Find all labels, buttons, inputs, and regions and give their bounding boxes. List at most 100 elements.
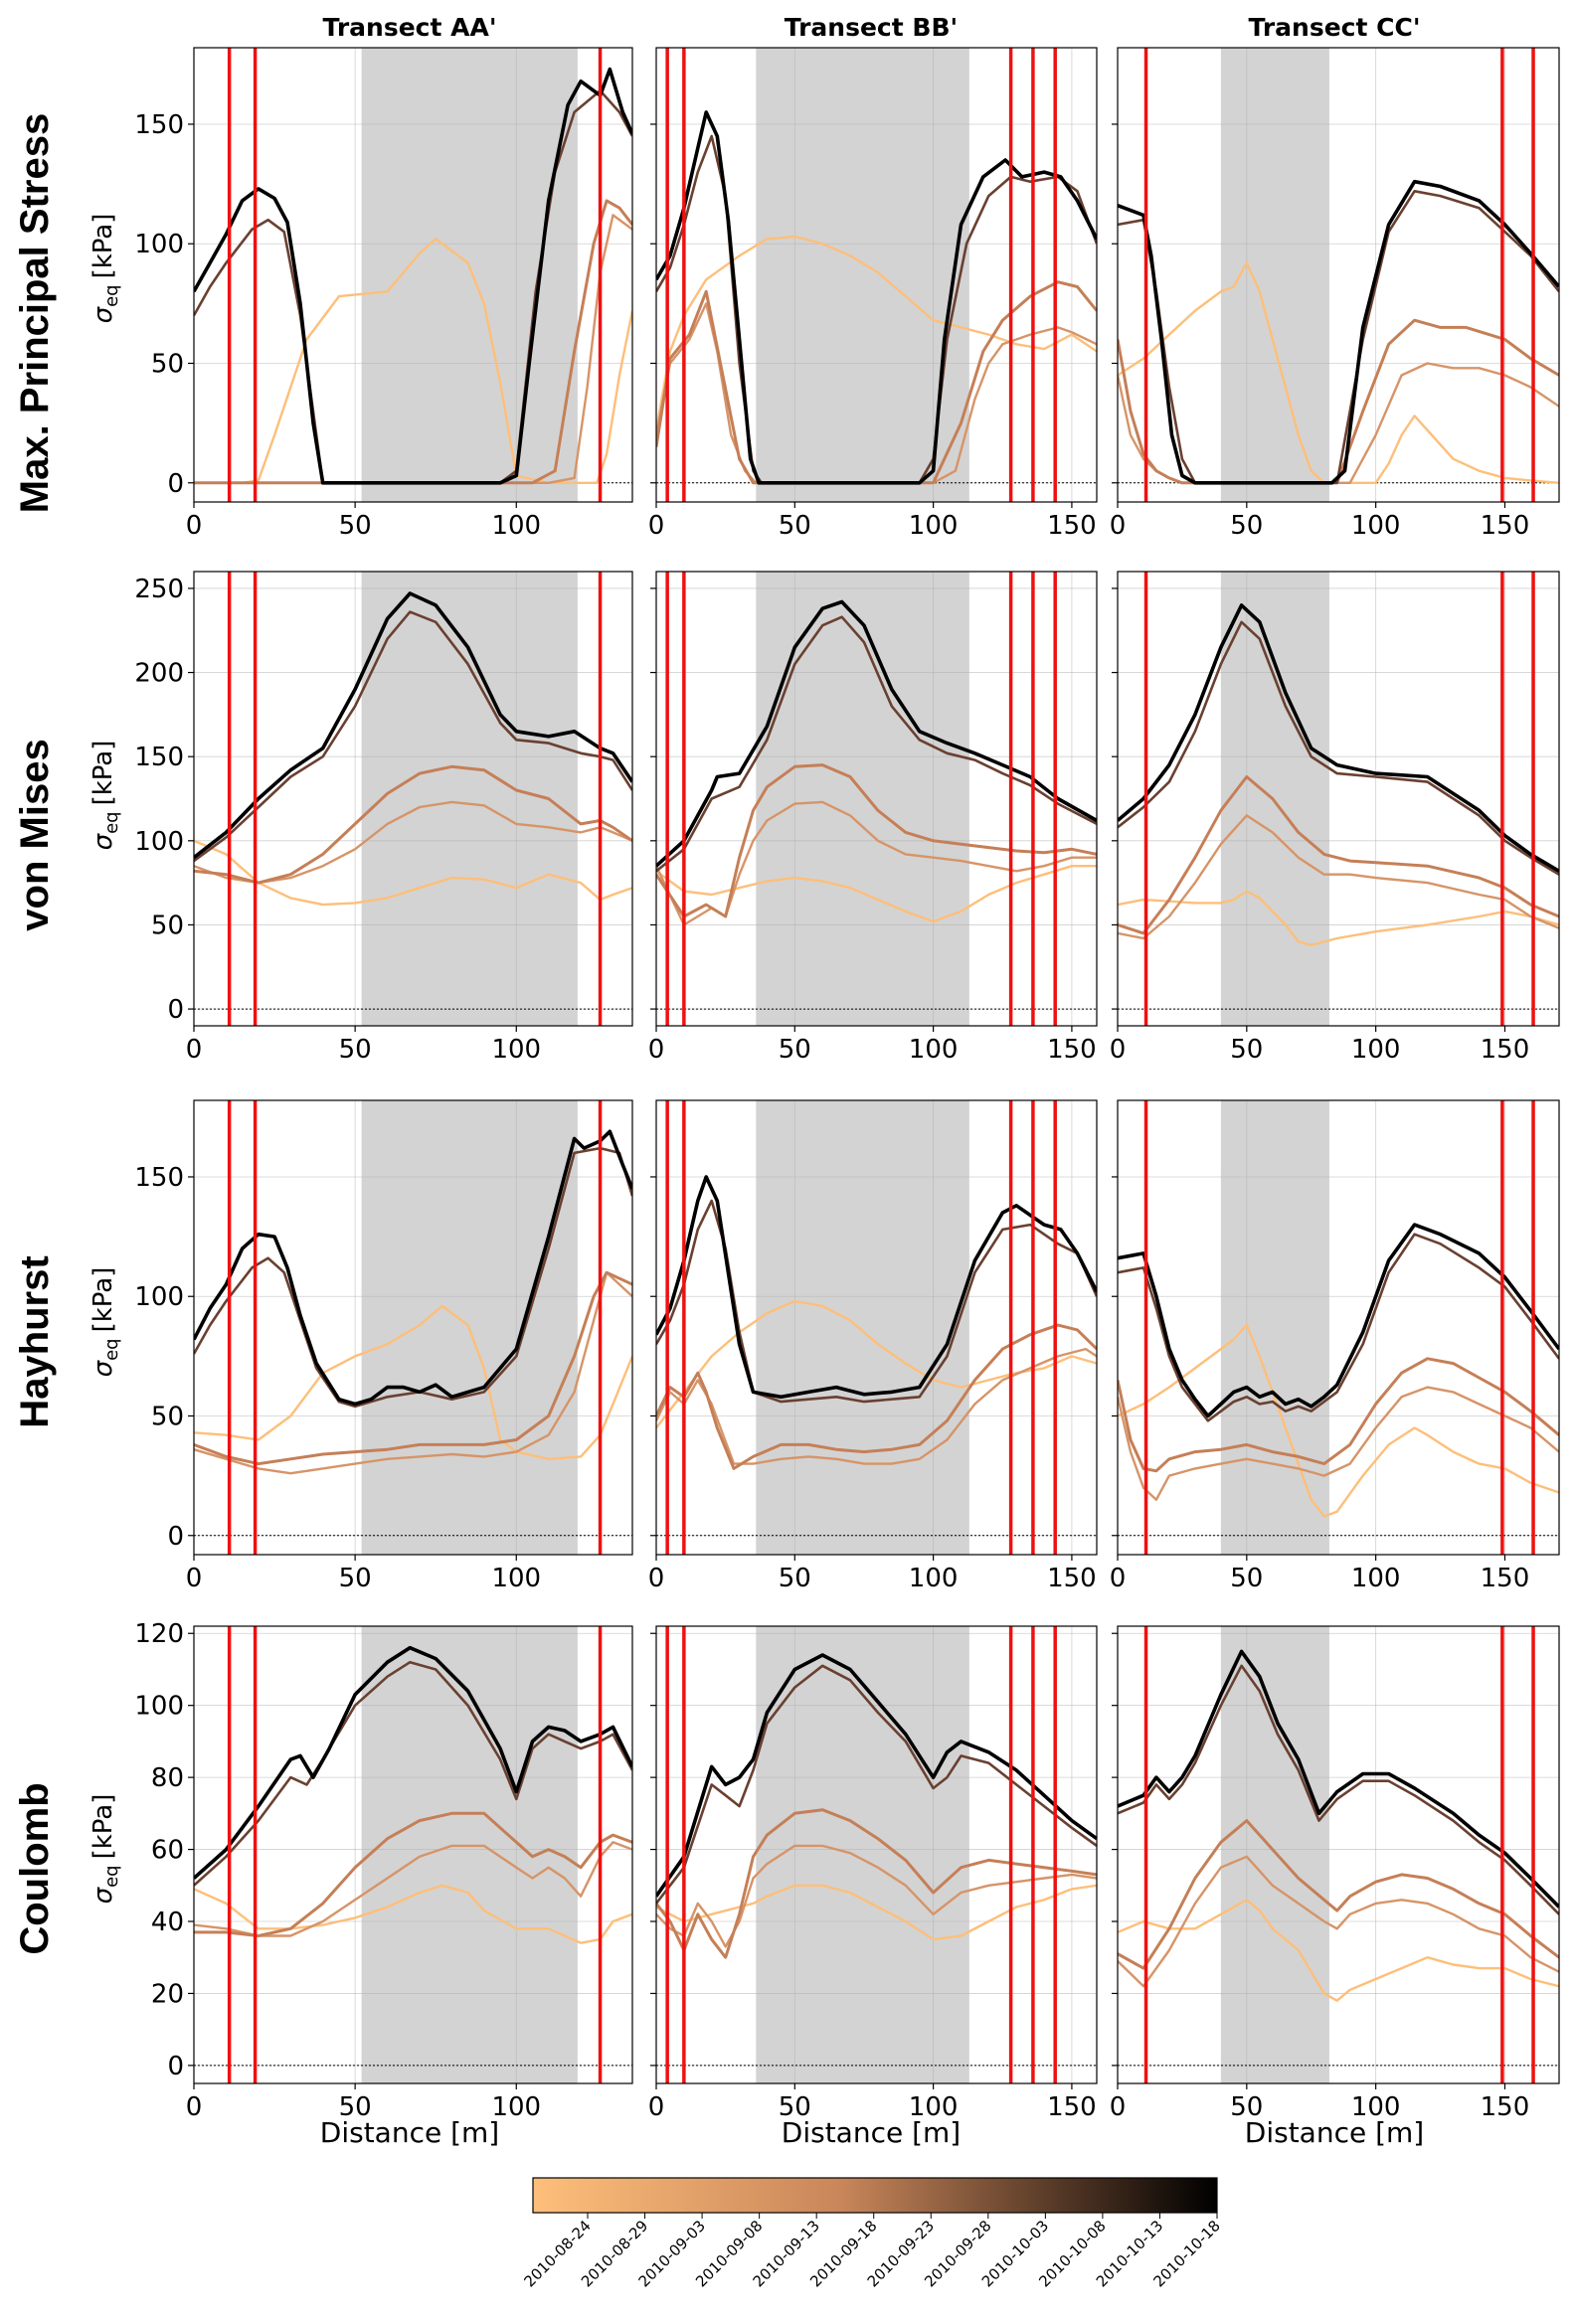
y-axis-unit: [kPa] — [88, 741, 118, 806]
y-tick-label: 60 — [151, 1836, 184, 1866]
x-tick-label: 100 — [491, 1035, 541, 1065]
series-line-2010-09-28 — [1118, 318, 1559, 485]
series-line-2010-10-18 — [194, 1645, 632, 1880]
y-tick-label: 100 — [134, 827, 184, 857]
x-tick-label: 100 — [909, 1035, 959, 1065]
series-line-2010-10-18 — [1118, 1649, 1559, 1909]
series-line-2010-08-24 — [1118, 261, 1559, 484]
y-tick-label: 0 — [167, 469, 184, 499]
series-line-2010-10-18 — [656, 1175, 1097, 1400]
shaded-region — [1220, 48, 1329, 502]
y-tick-label: 250 — [134, 575, 184, 604]
series-line-2010-09-08 — [656, 1347, 1097, 1465]
series-line-2010-09-28 — [1118, 1819, 1559, 1970]
x-axis-label-bb: Distance [m] — [782, 2116, 961, 2149]
x-tick-label: 50 — [779, 2092, 811, 2122]
panel-frame — [1117, 47, 1560, 503]
series-line-2010-09-08 — [1118, 1386, 1559, 1501]
x-tick-label: 150 — [1047, 1564, 1097, 1593]
panel-coulomb-aa: 0 50 100 0 20 40 60 80 100 120 — [134, 1619, 633, 2122]
x-tick-label: 0 — [648, 1564, 665, 1593]
series-line-2010-08-24 — [656, 235, 1097, 431]
row-title-von-mises: von Mises — [13, 739, 57, 930]
shaded-region — [756, 48, 969, 502]
x-tick-label: 50 — [779, 511, 811, 541]
y-tick-label: 50 — [151, 349, 184, 379]
panel-frame — [193, 1099, 633, 1556]
panel-frame — [193, 47, 633, 503]
row-title-max-principal: Max. Principal Stress — [13, 113, 57, 513]
x-tick-label: 0 — [186, 1564, 203, 1593]
series-line-2010-09-08 — [1118, 362, 1559, 484]
series-line-2010-09-28 — [656, 763, 1097, 918]
x-tick-label: 150 — [1481, 1564, 1530, 1593]
x-tick-label: 0 — [1110, 511, 1127, 541]
x-tick-label: 150 — [1481, 2092, 1530, 2122]
y-tick-label: 100 — [134, 230, 184, 259]
y-axis-label-row3: σeq [kPa] — [88, 1267, 122, 1378]
y-tick-label: 150 — [134, 1163, 184, 1193]
panel-grid: 0 50 100 0 50 100 150 0 50 100 150 0 50 100 150 0 50 100 0… — [134, 47, 1560, 2122]
x-tick-label: 50 — [1230, 1035, 1263, 1065]
x-tick-label: 50 — [1230, 1564, 1263, 1593]
y-tick-label: 50 — [151, 911, 184, 940]
y-axis-symbol: σ — [88, 305, 118, 323]
x-tick-label: 50 — [339, 511, 372, 541]
column-title-cc: Transect CC' — [1249, 13, 1421, 42]
series-line-2010-10-18 — [656, 599, 1097, 868]
y-tick-label: 0 — [167, 995, 184, 1025]
y-axis-subscript: eq — [101, 1338, 122, 1361]
series-line-2010-09-08 — [1118, 814, 1559, 940]
colorbar-ticks: 2010-08-242010-08-292010-09-032010-09-08… — [520, 2213, 1224, 2290]
x-tick-label: 150 — [1481, 511, 1530, 541]
series-line-2010-08-24 — [194, 1884, 632, 1944]
y-tick-label: 20 — [151, 1979, 184, 2009]
series-line-2010-09-28 — [1118, 1357, 1559, 1473]
shaded-region — [756, 572, 969, 1026]
series-line-2010-10-18 — [194, 1129, 632, 1407]
series-line-2010-09-08 — [656, 1844, 1097, 1948]
series-line-2010-09-28 — [656, 1323, 1097, 1470]
y-tick-label: 150 — [134, 743, 184, 772]
series-line-2010-09-28 — [656, 280, 1097, 485]
series-line-2010-10-08 — [194, 610, 632, 863]
colorbar-gradient — [532, 2177, 1218, 2214]
panel-frame — [1117, 1625, 1560, 2084]
row-title-coulomb: Coulomb — [13, 1782, 57, 1954]
y-axis-subscript: eq — [101, 1865, 122, 1888]
y-axis-symbol: σ — [88, 1886, 118, 1904]
shaded-region — [361, 1626, 578, 2083]
panel-frame — [193, 571, 633, 1027]
series-line-2010-08-24 — [194, 839, 632, 907]
shaded-region — [1220, 1626, 1329, 2083]
x-tick-label: 50 — [339, 1564, 372, 1593]
x-tick-label: 0 — [186, 2092, 203, 2122]
shaded-region — [361, 48, 578, 502]
column-title-aa: Transect AA' — [323, 13, 497, 42]
x-axis-label-aa: Distance [m] — [320, 2116, 499, 2149]
panel-frame — [655, 571, 1098, 1027]
series-line-2010-10-18 — [1118, 1223, 1559, 1418]
x-tick-label: 100 — [491, 1564, 541, 1593]
y-axis-subscript: eq — [101, 284, 122, 307]
y-axis-label-row1: σeq [kPa] — [88, 214, 122, 324]
y-tick-label: 50 — [151, 1402, 184, 1431]
y-tick-label: 80 — [151, 1763, 184, 1793]
y-tick-label: 0 — [167, 1522, 184, 1552]
y-axis-unit: [kPa] — [88, 214, 118, 279]
x-tick-label: 150 — [1481, 1035, 1530, 1065]
x-tick-label: 0 — [1110, 2092, 1127, 2122]
x-tick-label: 50 — [339, 2092, 372, 2122]
x-tick-label: 0 — [1110, 1035, 1127, 1065]
shaded-region — [756, 1626, 969, 2083]
series-line-2010-09-08 — [194, 1841, 632, 1937]
x-tick-label: 50 — [1230, 2092, 1263, 2122]
series-line-2010-09-28 — [1118, 775, 1559, 935]
series-line-2010-10-18 — [656, 110, 1097, 485]
panel-frame — [1117, 571, 1560, 1027]
panel-hayhurst-bb: 0 50 100 150 — [648, 1099, 1098, 1593]
x-tick-label: 100 — [909, 2092, 959, 2122]
series-line-2010-08-24 — [656, 865, 1097, 923]
x-tick-label: 0 — [648, 1035, 665, 1065]
